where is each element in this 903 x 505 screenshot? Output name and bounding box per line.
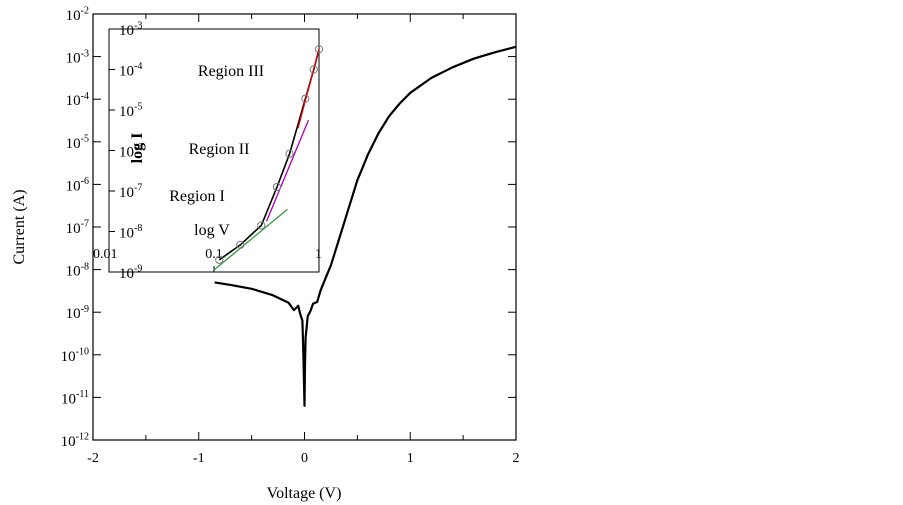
- inset-x-tick-label: 0.01: [93, 247, 118, 262]
- main-y-tick-label: 10-8: [66, 261, 89, 279]
- inset-y-tick-label: 10-4: [119, 61, 142, 79]
- inset-x-axis-title: log V: [194, 222, 230, 239]
- inset-series-line-3: [297, 49, 320, 129]
- main-x-tick-label: 0: [301, 451, 308, 466]
- inset-fit-lines: [213, 49, 320, 271]
- inset-data-point: [272, 182, 282, 192]
- inset-data-point: [285, 149, 294, 158]
- main-y-tick-label: 10-12: [61, 432, 89, 450]
- inset-y-tick-label: 10-8: [119, 223, 142, 241]
- inset-x-ticks: 0.01 0.1 1: [93, 247, 322, 272]
- inset-data-point: [215, 255, 224, 264]
- main-y-tick-label: 10-7: [66, 219, 89, 237]
- annotation-region-ii: Region II: [189, 141, 250, 158]
- main-x-tick-label: 1: [407, 451, 414, 466]
- inset-data-point: [236, 240, 245, 249]
- main-x-tick-label: -1: [193, 451, 205, 466]
- main-y-tick-label: 10-6: [66, 176, 89, 194]
- main-y-tick-label: 10-5: [66, 134, 89, 152]
- annotation-region-i: Region I: [169, 188, 225, 205]
- inset-data-point: [314, 45, 324, 54]
- inset-y-tick-label: 10-7: [119, 183, 142, 201]
- inset-data-points: [215, 45, 324, 264]
- main-x-axis-title: Voltage (V): [267, 485, 342, 502]
- inset-y-axis-title: log I: [129, 133, 146, 164]
- main-y-axis-title: Current (A): [11, 189, 28, 264]
- inset-x-tick-label: 0.1: [205, 247, 223, 262]
- main-x-tick-label: 2: [513, 451, 520, 466]
- main-y-tick-label: 10-9: [66, 304, 89, 322]
- main-y-tick-label: 10-11: [61, 389, 89, 407]
- inset-y-tick-label: 10-3: [119, 21, 142, 39]
- inset-series-line-2: [265, 119, 310, 222]
- inset-y-tick-label: 10-6: [119, 142, 142, 160]
- main-y-tick-label: 10-2: [66, 6, 89, 24]
- inset-data-point: [257, 221, 266, 230]
- main-x-ticks: -2 -1 0 1 2: [87, 14, 520, 466]
- main-x-tick-label: -2: [87, 451, 99, 466]
- inset-y-tick-label: 10-9: [119, 264, 142, 282]
- annotation-region-iii: Region III: [198, 63, 264, 80]
- main-iv-curve: [214, 45, 517, 407]
- inset-series-line-1: [213, 208, 288, 271]
- main-y-tick-label: 10-3: [66, 48, 89, 66]
- main-y-tick-label: 10-10: [61, 347, 89, 365]
- main-y-tick-label: 10-4: [66, 91, 89, 109]
- inset-x-tick-label: 1: [315, 247, 322, 262]
- inset-y-ticks: 10-9 10-8 10-7 10-6 10-5 10-4 10-3: [109, 21, 142, 282]
- inset-data-point: [301, 94, 310, 103]
- inset-data-point: [309, 65, 318, 74]
- inset-y-tick-label: 10-5: [119, 102, 142, 120]
- main-y-ticks: 10-1210-1110-1010-910-810-710-610-510-41…: [61, 6, 516, 450]
